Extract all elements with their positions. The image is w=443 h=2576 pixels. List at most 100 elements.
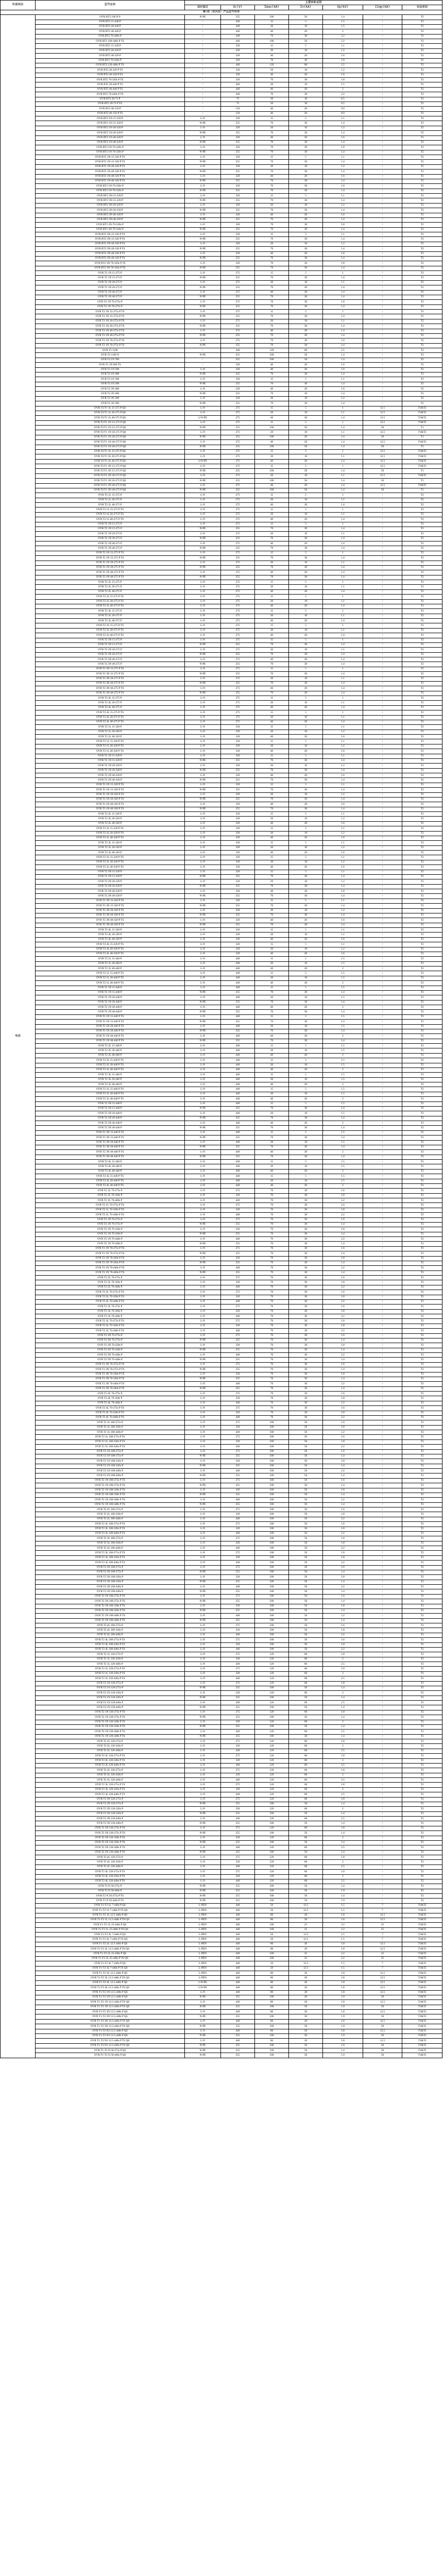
cell-保护模式: L-N [184,1676,221,1682]
cell-Imax(kA): 70 [254,806,289,812]
table-row: OVR BT2 40-320 P TS/320 40 20 1.6/T2 [1,72,443,78]
cell-实验类别: T2 [401,1695,443,1701]
cell-型号名称: OVR T2 1N 20-320 P [35,763,185,769]
cell-Iimp(kA): / [363,850,402,856]
cell-保护模式: N-PE [184,1135,221,1141]
cell-型号名称: OVR T2 1N 70-320s P [35,1227,185,1232]
cell-型号名称: OVR T2 1N 400 [35,371,185,378]
cell-Iimp(kA): 7 [363,1965,402,1972]
cell-Iimp(kA): / [363,1410,402,1416]
cell-实验类别: T2 [401,550,443,556]
cell-In(kA): 30 [288,1212,323,1218]
cell-In(kA): 30 [288,1231,323,1238]
cell-In(kA): 30 [288,1197,323,1204]
cell-Uc(V): 275 [220,405,255,411]
table-row: OVR T2 2L 120-275s P TS L-N 275 120 60 1.8/T2 [1,1753,443,1759]
header-in: In(kA) [288,5,323,10]
cell-Uc(V): 440 [220,1516,255,1522]
cell-Iimp(kA): / [363,603,402,609]
cell-In(kA): 50 [288,2047,323,2054]
cell-Imax(kA): 15 [254,377,289,382]
cell-Up(kV): 1.4 [322,343,363,349]
cell-In(kA): 20 [288,1168,323,1175]
cell-Iimp(kA): / [363,1671,402,1677]
cell-型号名称: OVR BT2 1N-70-320s P [35,149,185,156]
table-row: OVR T2 1N 100-320s P L-N 320 100 50 1.8/T2 [1,1459,443,1464]
cell-Uc(V): 255 [220,1241,255,1247]
cell-Up(kV): 2 [322,1053,363,1059]
cell-Imax(kA): 80 [254,1941,289,1947]
cell-Imax(kA): 100 [254,1453,289,1460]
cell-In(kA): 30 [288,1260,323,1266]
cell-Uc(V): 320 [220,888,255,894]
cell-Uc(V): 255 [220,1801,255,1807]
cell-型号名称: OVR T2 1L 15-320 P TS [35,739,185,744]
cell-Iimp(kA): / [363,946,402,952]
cell-In(kA): 30 [288,371,323,378]
cell-Up(kV): 1.2 [322,48,363,54]
table-row: OVR T2 2L 70-440s P TS L-N 440 70 30 2.2/T2 [1,1299,443,1305]
cell-Uc(V): 440 [220,1062,255,1068]
cell-In(kA): 10 [288,512,323,518]
cell-Uc(V): 275 [220,459,255,465]
cell-Imax(kA): 70 [254,324,289,329]
cell-Iimp(kA): 50 [363,444,402,450]
cell-Imax(kA): 70 [254,1337,289,1344]
table-row: OVR T2 3N 20-275 P TS N-PE 255 70 30 1.4/T2 [1,681,443,687]
cell-Uc(V): 255 [220,893,255,899]
cell-Uc(V): 320 [220,1193,255,1199]
cell-In(kA): 30 [288,183,323,189]
cell-Iimp(kA): / [363,1328,402,1334]
cell-实验类别: T2 [401,965,443,972]
cell-Up(kV): 1.4 [322,690,363,697]
cell-Up(kV): 1.6 [322,772,363,778]
cell-Uc(V): 440 [220,1816,255,1822]
cell-实验类别: T1&T2 [401,1946,443,1952]
cell-Imax(kA): 70 [254,1009,289,1015]
cell-Imax(kA): 70 [254,1246,289,1252]
cell-Imax(kA): 120 [254,1748,289,1754]
cell-型号名称: OVR T2 3N 15-440 P [35,1106,185,1112]
cell-Iimp(kA): / [363,965,402,972]
table-row: OVR T1-T2 1N 12.5-440s P QS N-PE 255 100 50 1… [1,1994,443,2001]
cell-保护模式: N-PE [184,777,221,783]
cell-In(kA): 60 [288,1729,323,1735]
cell-保护模式: / [184,96,221,102]
cell-In(kA): 30 [288,391,323,397]
cell-Imax(kA): 80 [254,1975,289,1981]
cell-型号名称: OVR BT2 1N-20-320 P [35,125,185,131]
cell-Uc(V): 255 [220,768,255,774]
cell-In(kA): 20 [288,686,323,691]
cell-In(kA): 10 [288,816,323,822]
table-row: OVR T2 2L 100-275s P TS L-N 275 100 50 1.6/T2 [1,1521,443,1527]
table-row: OVR T2 1L 100-440s P TS L-N 440 100 50 2.2/T2 [1,1444,443,1450]
cell-型号名称: OVR T2 1N 40-440 P [35,1004,185,1010]
cell-实验类别: T2 [401,1299,443,1305]
table-row: OVR T2 3N 70-320s P N-PE 255 70 30 1.4/T2 [1,1347,443,1353]
cell-In(kA): 10 [288,454,323,460]
table-row: OVR BT2 3N-40-320 P TS L-N 320 40 20 1.6/T2 [1,251,443,257]
table-row: OVR T2 4L 120-275s P TS L-N 275 120 60 1.8/T2 [1,1869,443,1875]
cell-In(kA): 10 [288,396,323,402]
cell-型号名称: OVR T1-T2 1L 12.5-440s P TS QS [35,1917,185,1923]
cell-Iimp(kA): / [363,328,402,334]
cell-Uc(V): 255 [220,1599,255,1604]
cell-实验类别: T2 [401,347,443,353]
table-row: OVR T1-T2 2L 12.5-440s P QS L-PEN 440 80 20 1… [1,1941,443,1947]
cell-实验类别: T2 [401,1772,443,1778]
cell-In(kA): 50 [288,1637,323,1643]
cell-型号名称: OVR BT2 15-320 P [35,43,185,49]
cell-Iimp(kA): 7 [363,1931,402,1938]
table-row: OVR BT2 1N-15-320 P TS N-PE 255 70 30 1.4/T2 [1,159,443,165]
cell-Uc(V): 255 [220,1893,255,1899]
cell-Iimp(kA): / [363,865,402,870]
cell-Up(kV): 1.8 [322,1193,363,1199]
cell-实验类别: T2 [401,1294,443,1300]
cell-型号名称: OVR T2 1N 70-320s P TS [35,1256,185,1261]
cell-Up(kV): 1.4 [322,1685,363,1691]
cell-Uc(V): 255 [220,333,255,339]
cell-Imax(kA): 70 [254,893,289,899]
cell-In(kA): 10 [288,125,323,131]
cell-In(kA): 50 [288,1453,323,1460]
cell-保护模式: N-PE [184,990,221,996]
